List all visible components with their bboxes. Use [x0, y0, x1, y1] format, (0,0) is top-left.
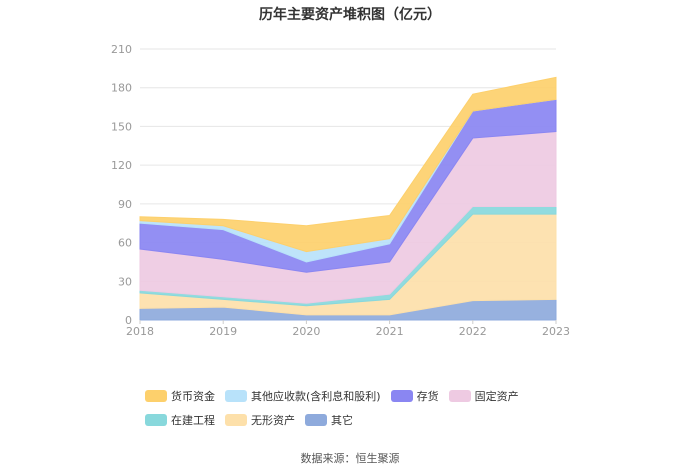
- x-tick-label: 2018: [126, 325, 154, 338]
- legend-swatch: [145, 390, 167, 402]
- x-tick-label: 2020: [292, 325, 320, 338]
- legend-swatch: [448, 390, 471, 402]
- area-series-6[interactable]: [139, 76, 557, 253]
- legend-item[interactable]: 其他应收款(含利息和股利): [225, 388, 381, 404]
- chart-title: 历年主要资产堆积图（亿元）: [259, 7, 441, 23]
- legend-swatch: [145, 414, 167, 426]
- legend-swatch: [305, 414, 327, 426]
- y-tick-label: 180: [111, 82, 132, 95]
- area-layer: [139, 76, 557, 321]
- legend: 货币资金 其他应收款(含利息和股利) 存货 固定资产在建工程 无形资产 其它: [145, 388, 585, 436]
- legend-label: 货币资金: [171, 390, 215, 403]
- x-tick-label: 2023: [542, 325, 570, 338]
- legend-item[interactable]: 固定资产: [448, 388, 519, 404]
- legend-label: 无形资产: [251, 414, 295, 427]
- legend-label: 存货: [416, 390, 439, 403]
- legend-item[interactable]: 无形资产: [225, 412, 295, 428]
- legend-swatch: [225, 414, 247, 426]
- y-tick-label: 150: [111, 120, 132, 133]
- legend-item[interactable]: 在建工程: [145, 412, 215, 428]
- y-tick-label: 120: [111, 159, 132, 172]
- legend-item[interactable]: 货币资金: [145, 388, 215, 404]
- source-note: 数据来源：恒生聚源: [300, 452, 400, 465]
- x-tick-label: 2021: [376, 325, 404, 338]
- y-tick-label: 0: [125, 314, 132, 327]
- legend-label: 其他应收款(含利息和股利): [251, 390, 381, 403]
- legend-item[interactable]: 存货: [390, 388, 439, 404]
- y-tick-label: 210: [111, 43, 132, 56]
- y-tick-label: 60: [118, 237, 132, 250]
- legend-label: 其它: [331, 414, 353, 427]
- x-tick-label: 2022: [459, 325, 487, 338]
- legend-item[interactable]: 其它: [305, 412, 353, 428]
- legend-swatch: [390, 390, 413, 402]
- legend-label: 在建工程: [171, 414, 215, 427]
- legend-swatch: [225, 390, 247, 402]
- x-tick-label: 2019: [209, 325, 237, 338]
- y-tick-label: 90: [118, 198, 132, 211]
- axis-layer: 0 30 60 90 120 150 180 210 2018 2019 2020 2021 2022 2…: [111, 43, 570, 338]
- legend-label: 固定资产: [474, 390, 519, 403]
- y-tick-label: 30: [118, 275, 132, 288]
